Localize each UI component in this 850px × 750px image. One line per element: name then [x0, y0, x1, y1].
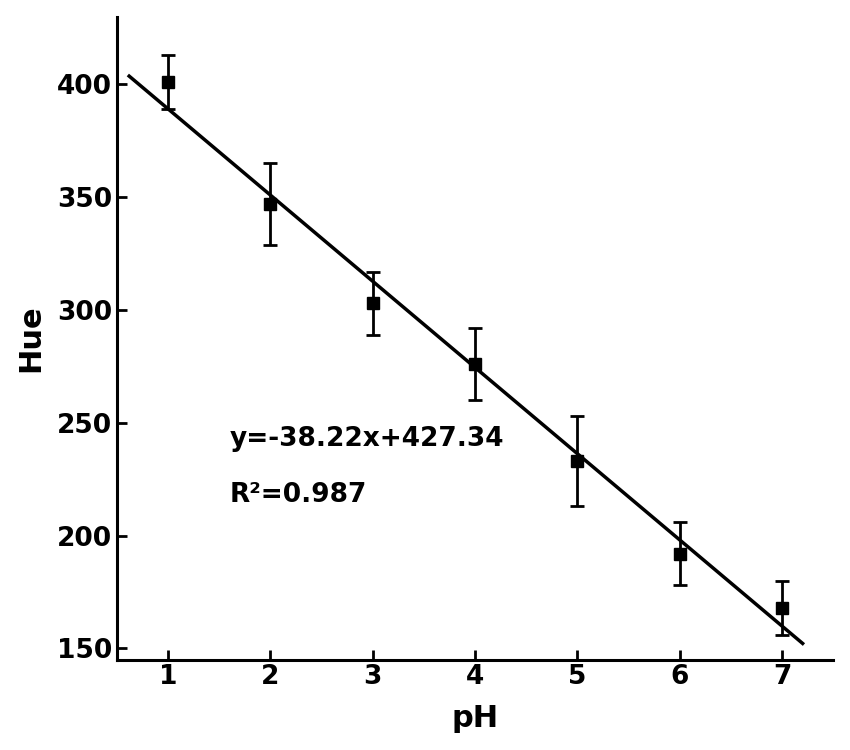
Y-axis label: Hue: Hue [17, 304, 46, 372]
Text: y=-38.22x+427.34: y=-38.22x+427.34 [230, 426, 504, 452]
Text: R²=0.987: R²=0.987 [230, 482, 367, 508]
X-axis label: pH: pH [451, 704, 499, 734]
